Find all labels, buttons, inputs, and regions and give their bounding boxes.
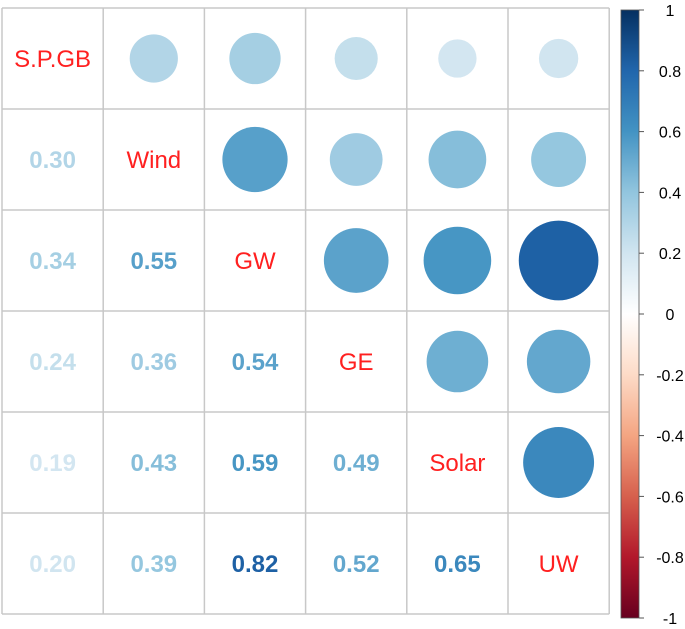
correlation-circle-s-p-gb-uw <box>538 38 579 79</box>
matrix-grid <box>1 7 610 615</box>
correlation-value-gw-s-p-gb: 0.34 <box>29 248 76 275</box>
correlation-value-uw-solar: 0.65 <box>434 551 481 578</box>
correlation-value-wind-s-p-gb: 0.30 <box>29 147 76 174</box>
variable-label-solar: Solar <box>429 450 485 477</box>
correlation-value-solar-ge: 0.49 <box>333 450 380 477</box>
variable-label-gw: GW <box>234 248 276 275</box>
color-bar <box>620 9 640 619</box>
correlation-circle-s-p-gb-wind <box>129 34 178 83</box>
color-bar-tick-label: -0.4 <box>656 429 684 446</box>
color-bar-tick-label: -1 <box>663 611 677 628</box>
correlation-circle-solar-uw <box>523 427 595 498</box>
correlation-circle-s-p-gb-ge <box>334 36 378 81</box>
correlation-value-ge-wind: 0.36 <box>130 349 177 376</box>
color-bar-tick-label: 0.6 <box>659 125 681 142</box>
correlation-value-uw-s-p-gb: 0.20 <box>29 551 76 578</box>
correlation-circle-s-p-gb-solar <box>438 39 477 78</box>
color-bar-tick-label: -0.6 <box>656 489 684 506</box>
correlation-circle-gw-ge <box>323 228 389 293</box>
correlation-circle-ge-uw <box>526 329 591 394</box>
correlation-value-ge-gw: 0.54 <box>232 349 279 376</box>
variable-label-uw: UW <box>539 551 579 578</box>
correlation-circle-gw-uw <box>518 220 599 301</box>
matrix-cells: S.P.GB 0.30 Wind 0.34 0.55 GW 0.24 0.36 0.54 GE 0.… <box>14 32 599 578</box>
color-bar-tick-label: 1 <box>666 3 675 20</box>
correlation-circle-wind-solar <box>428 130 487 189</box>
variable-label-s-p-gb: S.P.GB <box>14 46 91 73</box>
correlation-circle-s-p-gb-gw <box>229 32 281 85</box>
correlation-value-gw-wind: 0.55 <box>130 248 177 275</box>
correlation-value-ge-s-p-gb: 0.24 <box>29 349 76 376</box>
correlation-value-solar-wind: 0.43 <box>130 450 177 477</box>
color-bar-tick-label: 0.2 <box>659 246 681 263</box>
correlation-value-solar-s-p-gb: 0.19 <box>29 450 76 477</box>
correlation-value-solar-gw: 0.59 <box>232 450 279 477</box>
correlation-circle-ge-solar <box>426 330 489 393</box>
correlation-circle-gw-solar <box>423 226 492 295</box>
color-bar-tick-label: -0.8 <box>656 550 684 567</box>
color-legend: 1 0.8 0.6 0.4 0.2 0 -0.2 -0.4 -0.6 -0.8 -1 <box>620 3 684 628</box>
correlation-circle-wind-ge <box>329 133 383 186</box>
correlation-value-uw-wind: 0.39 <box>130 551 177 578</box>
correlation-value-uw-gw: 0.82 <box>232 551 279 578</box>
variable-label-wind: Wind <box>126 147 181 174</box>
color-bar-tick-label: -0.2 <box>656 368 684 385</box>
variable-label-ge: GE <box>339 349 374 376</box>
color-bar-tick-label: 0 <box>666 307 675 324</box>
color-bar-tick-label: 0.8 <box>659 64 681 81</box>
correlation-circle-wind-uw <box>531 132 587 187</box>
correlation-value-uw-ge: 0.52 <box>333 551 380 578</box>
correlation-circle-wind-gw <box>222 126 288 193</box>
color-bar-tick-label: 0.4 <box>659 185 681 202</box>
